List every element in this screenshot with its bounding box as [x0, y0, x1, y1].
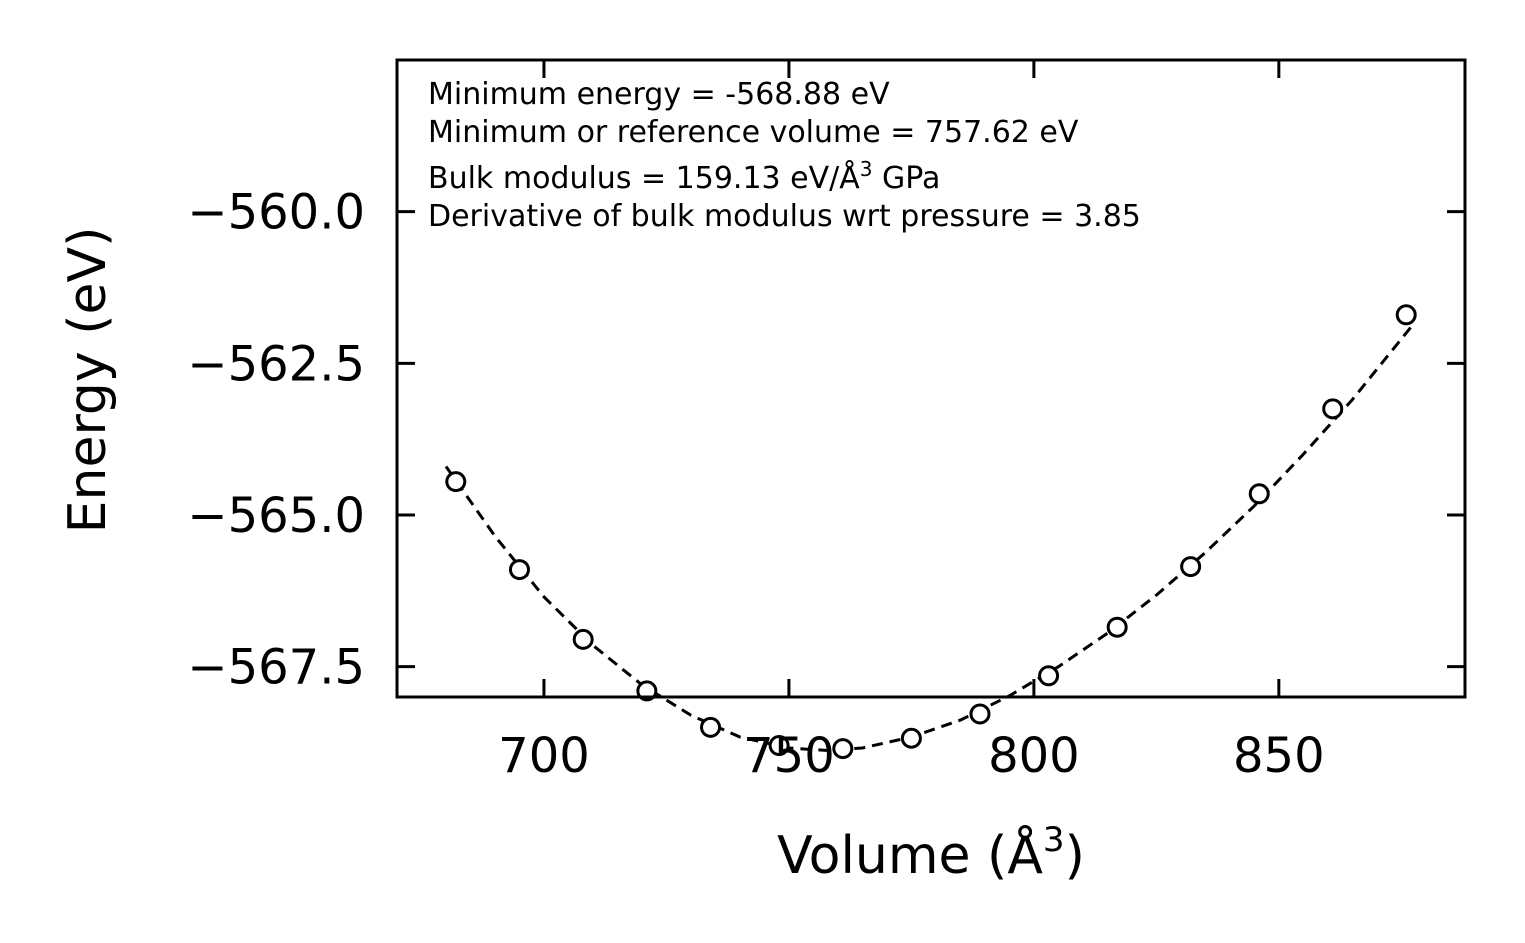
data-point — [832, 738, 854, 760]
data-point — [1038, 665, 1060, 687]
annotation-min-energy: Minimum energy = -568.88 eV — [428, 77, 890, 112]
data-point — [508, 559, 530, 581]
data-point — [1180, 556, 1202, 578]
data-point — [768, 735, 790, 757]
y-tick-label: −562.5 — [187, 336, 365, 392]
data-point — [1322, 398, 1344, 420]
y-tick-label: −560.0 — [187, 185, 365, 241]
data-point — [445, 471, 467, 493]
data-point — [969, 703, 991, 725]
x-tick-label: 800 — [988, 728, 1080, 784]
annotation-bulk-modulus-unit: GPa — [873, 161, 941, 196]
x-axis-label: Volume (Å3) — [777, 820, 1085, 886]
data-point — [636, 680, 658, 702]
y-tick-label: −565.0 — [187, 488, 365, 544]
data-point — [1106, 616, 1128, 638]
annotation-bulk-modulus: Bulk modulus = 159.13 eV/Å3 GPa — [428, 157, 940, 196]
x-tick-label: 750 — [743, 728, 835, 784]
x-axis-label-sup: 3 — [1043, 820, 1065, 860]
plot-frame — [395, 58, 1467, 699]
annotation-bulk-modulus-sup: 3 — [860, 157, 873, 181]
data-point — [572, 628, 594, 650]
y-tick-label: −567.5 — [187, 640, 365, 696]
x-tick-label: 700 — [498, 728, 590, 784]
x-tick-label: 850 — [1233, 728, 1325, 784]
ticks-layer: 700 750 800 850 −560.0 −562.5 −565.0 −567.5 — [187, 60, 1465, 784]
data-point — [1395, 304, 1417, 326]
data-point — [900, 727, 922, 749]
x-axis-label-end: ) — [1065, 826, 1085, 886]
points-layer — [445, 304, 1417, 760]
data-point — [1248, 483, 1270, 505]
y-axis-label: Energy (eV) — [58, 227, 118, 534]
x-axis-label-main: Volume (Å — [777, 824, 1043, 886]
annotation-min-volume: Minimum or reference volume = 757.62 eV — [428, 115, 1079, 150]
data-point — [700, 716, 722, 738]
annotation-bulk-modulus-main: Bulk modulus = 159.13 eV/Å — [428, 160, 860, 196]
annotation-bulk-derivative: Derivative of bulk modulus wrt pressure … — [428, 199, 1141, 234]
